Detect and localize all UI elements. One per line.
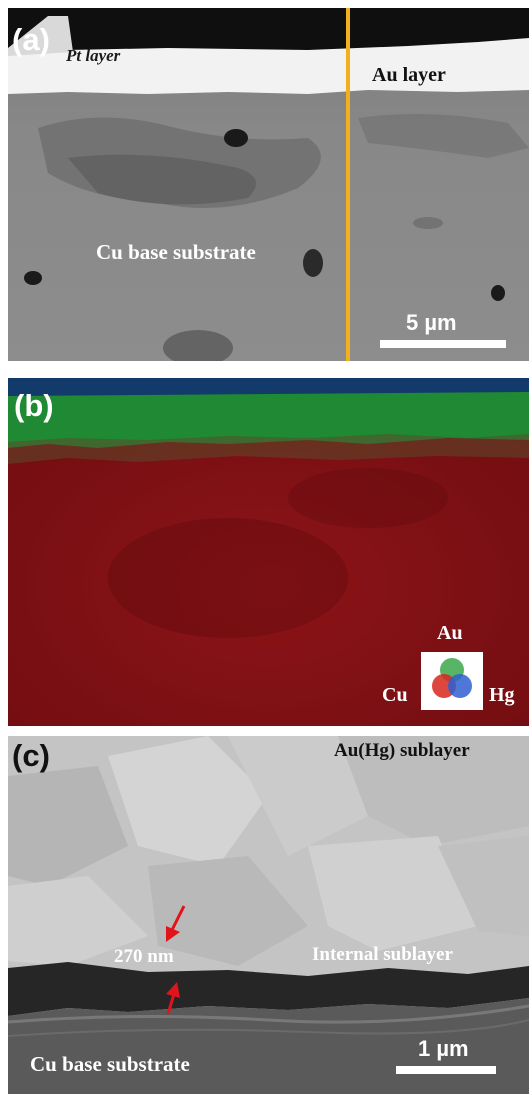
scale-bar-a-text: 5 µm [406, 310, 457, 335]
legend-cu-label: Cu [382, 684, 408, 706]
scale-bar-c-text: 1 µm [418, 1036, 469, 1061]
pt-layer-label: Pt layer [66, 46, 121, 65]
scale-bar-a [380, 340, 506, 348]
scale-bar-c [396, 1066, 496, 1074]
legend-hg-label: Hg [489, 684, 515, 706]
panel-a-sem-image: (a) Pt layer Au layer Cu base substrate … [8, 8, 529, 361]
panel-b-eds-map: (b) Au Cu Hg [8, 378, 529, 726]
panel-b-label: (b) [14, 388, 54, 423]
au-hg-sublayer-label: Au(Hg) sublayer [334, 740, 470, 761]
cu-substrate-label: Cu base substrate [96, 240, 256, 264]
panel-a-label: (a) [12, 22, 50, 57]
au-layer-label: Au layer [372, 64, 446, 86]
internal-sublayer-label: Internal sublayer [312, 944, 453, 965]
thickness-label: 270 nm [114, 946, 174, 967]
panel-c-sem-image: (c) Au(Hg) sublayer 270 nm Internal subl… [8, 736, 529, 1094]
cu-substrate-c-label: Cu base substrate [30, 1052, 190, 1076]
legend-au-label: Au [437, 622, 463, 644]
panel-c-label: (c) [12, 738, 50, 773]
